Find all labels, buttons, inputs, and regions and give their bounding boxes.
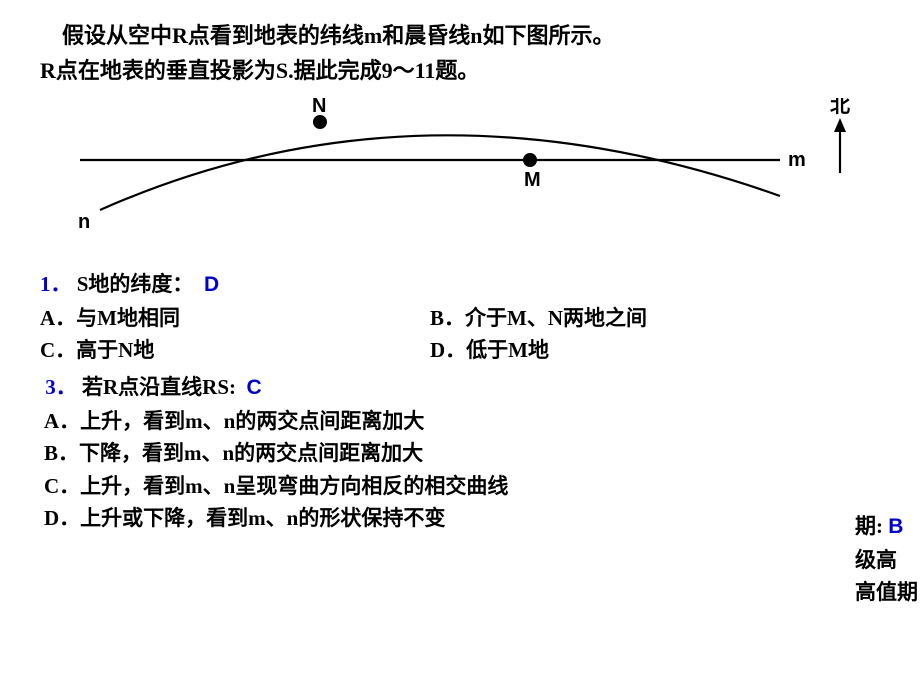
north-arrow-head [834,118,846,132]
label-m-point: M [524,169,541,191]
label-n-line: n [78,211,90,233]
side-fragment: 期: B 级高 高值期 [855,510,918,609]
label-north: 北 [830,98,850,117]
q1-opt-c: C．高于N地 [40,334,430,367]
label-n: N [312,98,326,117]
curve-n [100,136,780,211]
side-line3: 高值期 [855,576,918,609]
question-1: 1． S地的纬度： D [40,268,880,302]
label-m-line: m [788,149,806,171]
q3-number: 3． [45,375,77,399]
q1-options: A．与M地相同 B．介于M、N两地之间 C．高于N地 D．低于M地 [40,302,880,367]
q3-opt-b: B．下降，看到m、n的两交点间距离加大 [44,437,880,470]
q1-number: 1． [40,272,72,296]
q1-opt-a: A．与M地相同 [40,302,430,335]
q1-opt-d: D．低于M地 [430,334,880,367]
q3-opt-c: C．上升，看到m、n呈现弯曲方向相反的相交曲线 [44,470,880,503]
q1-answer: D [204,273,219,296]
point-n [313,115,327,129]
point-m [523,153,537,167]
diagram-svg: N M m n 北 [40,98,880,238]
q1-stem: S地的纬度： [77,272,194,296]
side-line1-ans: B [888,515,903,538]
q3-answer: C [247,376,262,399]
intro-text: 假设从空中R点看到地表的纬线m和晨昏线n如下图所示。 R点在地表的垂直投影为S.… [40,18,880,88]
q3-stem: 若R点沿直线RS: [82,375,236,399]
side-line2: 级高 [855,544,918,577]
question-3: 3． 若R点沿直线RS: C [40,371,880,405]
side-line1-pre: 期: [855,514,883,538]
q3-opt-d: D．上升或下降，看到m、n的形状保持不变 [44,502,880,535]
q1-opt-b: B．介于M、N两地之间 [430,302,880,335]
diagram: N M m n 北 [40,98,880,238]
q3-opt-a: A．上升，看到m、n的两交点间距离加大 [44,405,880,438]
intro-line1: 假设从空中R点看到地表的纬线m和晨昏线n如下图所示。 [40,23,614,48]
intro-line2: R点在地表的垂直投影为S.据此完成9～11题。 [40,58,479,83]
q3-options: A．上升，看到m、n的两交点间距离加大 B．下降，看到m、n的两交点间距离加大 … [44,405,880,535]
